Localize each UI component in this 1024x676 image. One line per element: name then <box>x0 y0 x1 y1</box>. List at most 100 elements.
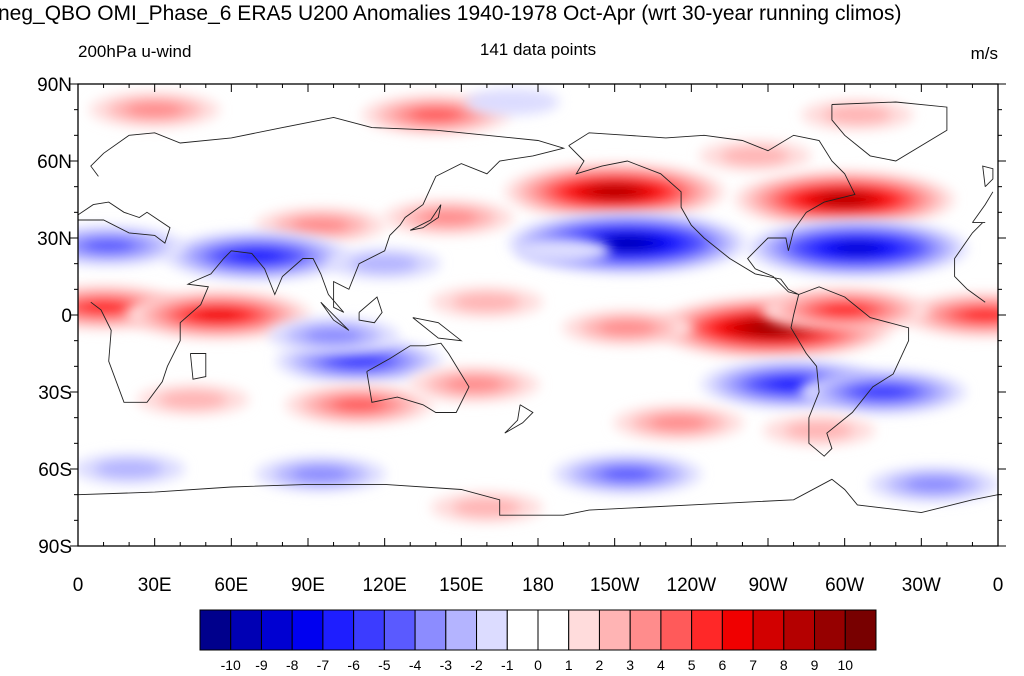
plot-title: neg_QBO OMI_Phase_6 ERA5 U200 Anomalies … <box>0 2 902 25</box>
anomaly-center <box>78 225 183 266</box>
lon-label: 150E <box>439 575 483 596</box>
lon-label: 30W <box>902 575 941 596</box>
lat-axis: 90N 60N 30N 0 30S 60S 90S <box>37 75 72 558</box>
coastline <box>790 286 910 457</box>
lon-label: 0 <box>993 575 1004 596</box>
colorbar-label: 1 <box>565 657 573 673</box>
colorbar-swatch <box>783 609 816 651</box>
anomaly-center <box>255 456 386 492</box>
colorbar-swatch <box>230 609 262 651</box>
data-count-label: 141 data points <box>479 40 597 59</box>
colorbar-swatch <box>476 609 508 651</box>
lon-axis: 0 30E 60E 90E 120E 150E 180 150W 120W 90W 60W 30W 0 <box>73 575 1004 596</box>
anomaly-center <box>801 99 914 131</box>
colorbar-label: -4 <box>409 657 422 673</box>
colorbar-label: 10 <box>837 657 853 673</box>
lon-label: 120W <box>667 575 717 596</box>
colorbar-swatch <box>445 609 478 651</box>
anomaly-center <box>126 290 311 340</box>
colorbar-label: 6 <box>718 657 726 673</box>
lon-label: 180 <box>522 575 554 596</box>
anomaly-center <box>430 286 543 318</box>
anomaly-center <box>763 415 876 446</box>
coastline <box>568 132 856 295</box>
lon-label: 90W <box>748 575 787 596</box>
lon-label: 0 <box>73 575 84 596</box>
anomaly-center <box>268 317 399 354</box>
anomaly-center <box>761 287 928 332</box>
variable-label: 200hPa u-wind <box>78 42 192 61</box>
coastline <box>320 301 350 331</box>
colorbar-label: -3 <box>440 657 453 673</box>
anomaly-center <box>869 466 998 502</box>
coastline <box>409 204 442 231</box>
lon-label: 90E <box>291 575 325 596</box>
anomaly-center <box>504 163 725 221</box>
colorbar-label: -8 <box>286 657 299 673</box>
anomaly-center <box>137 384 249 416</box>
anomaly-center <box>613 405 744 441</box>
colorbar-swatch <box>660 609 693 651</box>
colorbar-swatch <box>537 609 570 651</box>
lat-label: 30N <box>37 229 72 250</box>
colorbar-swatch <box>721 609 754 651</box>
lon-label: 120E <box>362 575 406 596</box>
colorbar-label: -5 <box>378 657 391 673</box>
colorbar-swatch <box>199 609 232 651</box>
coastline <box>358 296 383 324</box>
colorbar-label: -7 <box>317 657 330 673</box>
colorbar-swatch <box>814 609 846 651</box>
coastlines <box>78 101 998 516</box>
colorbar-swatch <box>260 609 293 651</box>
anomaly-center <box>465 88 560 116</box>
lon-label: 150W <box>590 575 640 596</box>
colorbar-label: -9 <box>255 657 268 673</box>
colorbar-swatch <box>691 609 723 651</box>
anomaly-center <box>328 248 441 280</box>
colorbar-label: -6 <box>347 657 360 673</box>
anomaly-center <box>285 385 434 425</box>
colorbar-swatch <box>844 609 877 651</box>
colorbar-swatch <box>322 609 355 651</box>
colorbar: -10 -9 -8 -7 -6 -5 -4 -3 -2 -1 0 1 2 3 4 5 6 7 8 9 10 <box>199 609 877 673</box>
colorbar-label: 5 <box>688 657 696 673</box>
coastline <box>412 317 463 342</box>
anomaly-center <box>89 92 220 128</box>
colorbar-label: 2 <box>596 657 604 673</box>
colorbar-label: -2 <box>470 657 483 673</box>
anomaly-center <box>78 453 186 485</box>
anomaly-center <box>409 366 540 402</box>
units-label: m/s <box>970 44 998 63</box>
colorbar-label: -1 <box>501 657 514 673</box>
coastline <box>78 478 998 516</box>
lat-label: 90N <box>37 75 72 96</box>
lon-label: 60E <box>214 575 248 596</box>
coastline <box>189 353 207 380</box>
coastline <box>982 165 994 188</box>
colorbar-swatch <box>598 609 631 651</box>
anomaly-center <box>699 140 812 172</box>
lat-label: 90S <box>38 537 72 558</box>
anomaly-center <box>902 293 998 337</box>
coastline <box>366 342 470 413</box>
anomaly-field <box>78 88 998 523</box>
lat-label: 30S <box>38 383 72 404</box>
colorbar-swatch <box>752 609 785 651</box>
lat-label: 0 <box>61 306 72 327</box>
colorbar-swatch <box>291 609 324 651</box>
anomaly-center <box>553 454 702 494</box>
coastline <box>78 116 994 403</box>
colorbar-label: 7 <box>749 657 757 673</box>
anomaly-center <box>747 219 968 277</box>
colorbar-label: 0 <box>534 657 542 673</box>
lon-label: 30E <box>138 575 172 596</box>
anomaly-center <box>516 237 611 265</box>
colorbar-swatch <box>414 609 447 651</box>
colorbar-swatch <box>506 609 539 651</box>
axis-ticks <box>70 83 1006 547</box>
colorbar-swatch <box>629 609 662 651</box>
colorbar-label: 3 <box>626 657 634 673</box>
anomaly-center <box>800 370 966 414</box>
lon-label: 60W <box>825 575 864 596</box>
